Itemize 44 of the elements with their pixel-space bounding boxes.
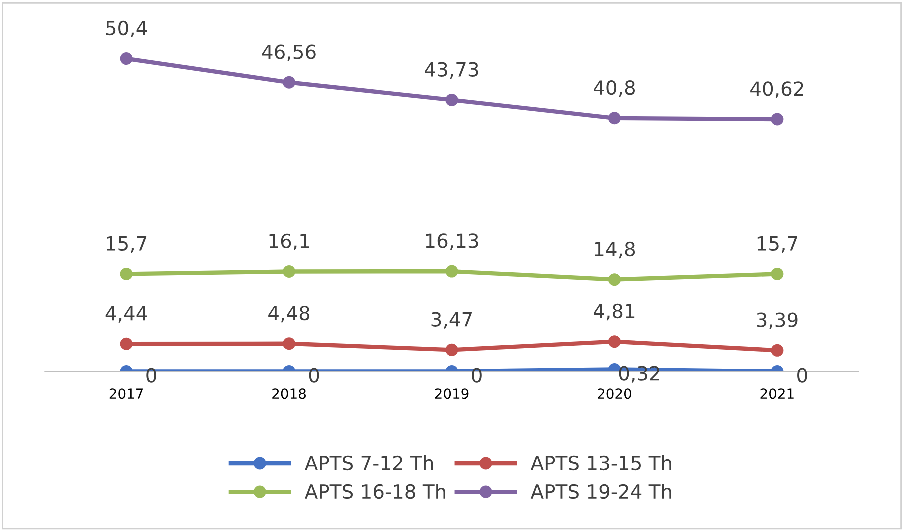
legend-label: APTS 19-24 Th [530,484,672,500]
x-tick-label: 2017 [110,388,144,400]
data-label: 15,7 [758,236,798,253]
data-label: 0 [798,368,808,383]
point [608,336,621,348]
x-tick-label: 2018 [272,388,306,400]
data-label: 0,32 [619,366,660,383]
point [446,94,458,106]
point [771,113,784,126]
data-label: 40,8 [594,80,636,98]
point [283,265,296,278]
data-label: 16,13 [426,234,478,250]
data-label: 3,39 [757,312,798,330]
data-label: 50,4 [106,20,148,38]
point [608,274,621,286]
point [120,338,133,350]
data-label: 46,56 [262,44,316,62]
x-tick-label: 2021 [760,388,794,400]
data-label: 4,44 [106,306,148,323]
legend-label: APTS 16-18 Th [304,484,446,500]
x-tick-label: 2020 [598,388,632,400]
data-label: 14,8 [595,242,636,259]
point [608,112,621,125]
point [120,52,133,66]
data-label: 0 [146,368,156,383]
point [446,344,458,356]
data-label: 3,47 [432,312,472,329]
data-label: 0 [472,368,482,383]
data-label: 43,73 [425,62,478,79]
data-label: 4,81 [594,304,635,321]
data-label: 4,48 [268,306,310,323]
point [446,265,458,278]
legend-label: APTS 7-12 Th [304,456,434,471]
data-label: 0 [309,368,320,383]
data-label: 40,62 [750,82,804,98]
point [771,344,784,357]
data-label: 15,7 [107,236,147,253]
point [283,338,296,350]
data-label: 16,1 [270,234,310,251]
point [771,268,784,280]
point [283,76,296,89]
x-tick-label: 2019 [435,388,469,400]
point [120,268,133,280]
legend-label: APTS 13-15 Th [530,456,672,471]
